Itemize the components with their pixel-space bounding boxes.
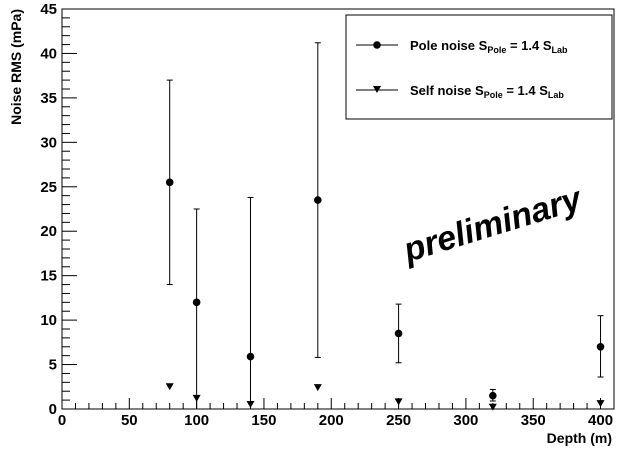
- y-axis-title: Noise RMS (mPa): [8, 9, 24, 125]
- y-tick-label: 5: [49, 357, 57, 374]
- data-point-circle: [489, 391, 497, 400]
- x-tick-label: 350: [521, 412, 546, 429]
- legend-box: [345, 14, 613, 120]
- x-tick-label: 0: [58, 412, 66, 429]
- data-point-circle: [314, 196, 322, 204]
- x-tick-label: 50: [121, 412, 138, 429]
- data-point-triangle: [313, 384, 322, 392]
- data-point-circle: [246, 352, 255, 361]
- data-point-circle: [165, 178, 174, 187]
- x-axis: 0 50 100 150 200 250 300 350 400: [58, 398, 615, 429]
- x-axis-title: Depth (m): [547, 430, 612, 446]
- data-point-triangle: [192, 394, 201, 402]
- y-tick-label: 20: [40, 223, 57, 240]
- data-point-circle: [596, 342, 605, 351]
- legend-label-pole-noise: Pole noise SPole = 1.4 SLab: [410, 38, 568, 55]
- data-point-circle: [394, 329, 403, 338]
- data-point-triangle: [394, 398, 403, 406]
- y-tick-label: 30: [40, 134, 57, 151]
- series-pole-noise: [165, 42, 605, 410]
- data-point-triangle: [165, 383, 174, 391]
- x-tick-label: 400: [588, 412, 613, 429]
- y-tick-label: 40: [40, 45, 57, 62]
- legend: Pole noise SPole = 1.4 SLab Self noise S…: [345, 14, 613, 120]
- y-tick-label: 25: [40, 179, 57, 196]
- y-axis: 0 5 10 15 20 25 30 35 40 45: [40, 1, 77, 418]
- series-self-noise: [165, 383, 605, 411]
- data-point-triangle: [488, 403, 497, 411]
- x-tick-label: 250: [386, 412, 411, 429]
- y-tick-label: 35: [40, 90, 57, 107]
- x-tick-label: 100: [184, 412, 209, 429]
- legend-label-self-noise: Self noise SPole = 1.4 SLab: [410, 83, 564, 100]
- x-tick-label: 150: [251, 412, 276, 429]
- data-point-triangle: [596, 400, 605, 408]
- y-tick-label: 15: [40, 268, 57, 285]
- y-tick-label: 45: [40, 1, 57, 18]
- legend-entry-self-noise: Self noise SPole = 1.4 SLab: [356, 83, 564, 100]
- data-point-triangle: [246, 401, 255, 409]
- y-tick-label: 0: [49, 401, 57, 418]
- y-tick-label: 10: [40, 312, 57, 329]
- data-point-circle: [192, 298, 201, 307]
- legend-marker-self-noise: [373, 86, 381, 93]
- series-layer: [165, 42, 605, 411]
- legend-entry-pole-noise: Pole noise SPole = 1.4 SLab: [356, 38, 568, 55]
- legend-marker-pole-noise: [373, 41, 381, 49]
- x-tick-label: 200: [319, 412, 344, 429]
- x-tick-label: 300: [453, 412, 478, 429]
